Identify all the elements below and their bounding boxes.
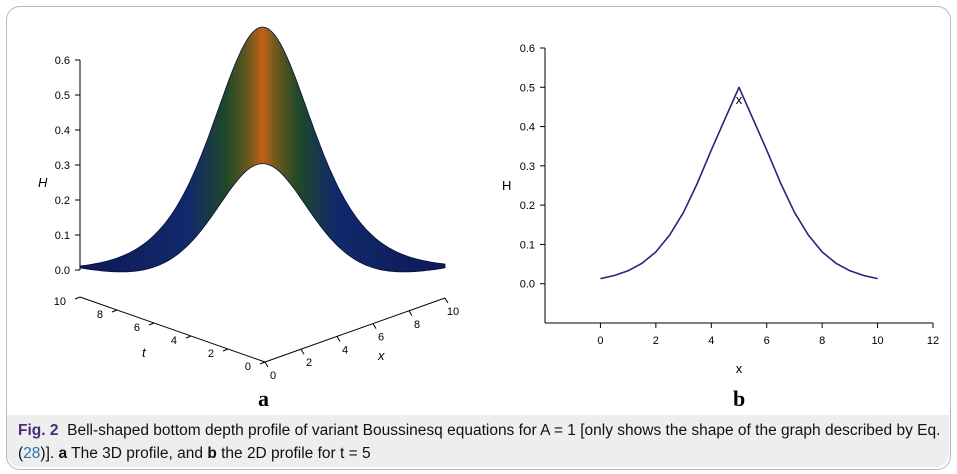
x-tick-label: 8 bbox=[414, 319, 420, 331]
caption-b-label: b bbox=[207, 445, 217, 462]
caption-text-4: the 2D profile for t = 5 bbox=[216, 445, 371, 462]
t-tick-label: 0 bbox=[245, 361, 251, 373]
z-tick-label: 0.5 bbox=[55, 90, 70, 102]
panel-label-a: a bbox=[258, 386, 269, 411]
x-tick-label: 0 bbox=[597, 335, 603, 347]
y-tick-label: 0.1 bbox=[520, 239, 535, 251]
y-tick-label: 0.4 bbox=[520, 122, 535, 134]
x-tick-label: 6 bbox=[378, 332, 384, 344]
y-tick-label: 0.6 bbox=[520, 43, 535, 55]
y-axis-label: H bbox=[502, 178, 511, 193]
y-tick-label: 0.5 bbox=[520, 82, 535, 94]
x-tick-label: 2 bbox=[653, 335, 659, 347]
x-tick bbox=[336, 336, 341, 342]
caption-background bbox=[7, 415, 949, 467]
surface-plot-3d: 0.0 0.1 0.2 0.3 0.4 0.5 0.6 H 10 8 6 4 2 0 t 0 2 4 6 8 10 x bbox=[38, 26, 459, 382]
y-tick-label: 0.3 bbox=[520, 161, 535, 173]
x-axis-label: x bbox=[377, 348, 385, 363]
x-axis-label-top: x bbox=[736, 92, 743, 107]
t-tick-label: 6 bbox=[134, 322, 140, 334]
caption-text-2: )]. bbox=[40, 445, 59, 462]
x-tick-label: 4 bbox=[342, 344, 348, 356]
line-plot-2d: 0.0 0.1 0.2 0.3 0.4 0.5 0.6 0 2 4 6 8 10 12 Hx x bbox=[502, 43, 939, 376]
t-axis-label: t bbox=[142, 345, 147, 360]
y-tick-label: 0.0 bbox=[520, 279, 535, 291]
figure-caption: Fig. 2 Bell-shaped bottom depth profile … bbox=[18, 419, 943, 465]
caption-a-label: a bbox=[58, 445, 68, 462]
t-tick bbox=[259, 361, 266, 365]
series-line bbox=[600, 86, 878, 280]
x-tick-label: 6 bbox=[764, 335, 770, 347]
t-tick bbox=[185, 335, 192, 339]
t-tick-label: 2 bbox=[208, 348, 214, 360]
caption-fig-label: Fig. 2 bbox=[18, 422, 59, 439]
panel-label-b: b bbox=[733, 386, 746, 411]
z-axis-label: H bbox=[38, 175, 48, 190]
x-tick-label: 10 bbox=[871, 335, 883, 347]
z-tick-label: 0.4 bbox=[55, 125, 70, 137]
x-tick-label: 2 bbox=[306, 357, 312, 369]
x-tick bbox=[264, 361, 269, 368]
t-axis-line bbox=[79, 296, 266, 363]
z-tick-label: 0.3 bbox=[55, 160, 70, 172]
x-tick bbox=[372, 323, 377, 329]
x-tick bbox=[300, 348, 305, 355]
x-tick-label: 8 bbox=[819, 335, 825, 347]
caption-equation-ref[interactable]: 28 bbox=[23, 445, 41, 462]
caption-text-1: Bell-shaped bottom depth profile of vari… bbox=[18, 422, 941, 462]
x-axis-label: x bbox=[736, 361, 743, 376]
x-axis-line bbox=[264, 297, 446, 363]
z-tick-label: 0.0 bbox=[55, 265, 70, 277]
x-tick-label: 0 bbox=[270, 370, 276, 382]
surface-mesh-lines bbox=[80, 27, 445, 272]
x-tick-label: 12 bbox=[927, 335, 939, 347]
t-tick-label: 10 bbox=[54, 296, 66, 308]
t-tick bbox=[148, 322, 155, 326]
x-tick bbox=[444, 297, 449, 304]
caption-text-3: The 3D profile, and bbox=[67, 445, 208, 462]
t-tick-label: 4 bbox=[171, 335, 177, 347]
y-tick-label: 0.2 bbox=[520, 200, 535, 212]
t-tick bbox=[111, 309, 118, 313]
z-tick-label: 0.2 bbox=[55, 195, 70, 207]
t-tick bbox=[222, 348, 229, 352]
z-tick-label: 0.6 bbox=[55, 55, 70, 67]
t-tick bbox=[74, 296, 81, 300]
t-tick-label: 8 bbox=[97, 309, 103, 321]
x-tick bbox=[408, 310, 413, 317]
z-tick-label: 0.1 bbox=[55, 230, 70, 242]
x-tick-label: 4 bbox=[708, 335, 714, 347]
x-tick-label: 10 bbox=[447, 306, 459, 318]
